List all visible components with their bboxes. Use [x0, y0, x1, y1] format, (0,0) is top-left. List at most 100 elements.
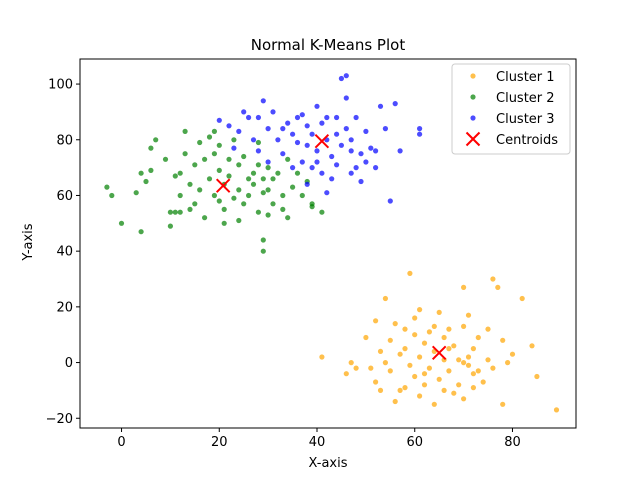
data-point: [451, 343, 457, 349]
data-point: [236, 217, 242, 224]
data-point: [309, 165, 315, 171]
data-point: [299, 159, 305, 165]
data-point: [197, 139, 203, 146]
data-point: [211, 151, 217, 157]
y-axis: −20 0 20 40 60 80 100: [46, 78, 80, 427]
data-point: [319, 354, 325, 360]
data-point: [294, 139, 301, 146]
y-tick-label: 20: [56, 300, 73, 315]
data-point: [280, 192, 286, 199]
data-point: [373, 318, 379, 324]
data-point: [334, 114, 340, 121]
data-point: [202, 215, 208, 221]
data-point: [436, 309, 442, 315]
data-point: [519, 295, 525, 302]
data-point: [255, 114, 261, 121]
data-point: [153, 137, 159, 143]
data-point: [353, 365, 359, 371]
data-point: [304, 123, 310, 129]
centroid-stroke: [431, 345, 447, 361]
data-point: [197, 187, 203, 193]
data-point: [417, 354, 423, 360]
x-tick-label: 60: [406, 435, 423, 450]
legend-item: Cluster 1: [470, 70, 555, 85]
data-point: [373, 165, 379, 171]
data-point: [314, 148, 320, 154]
legend-label: Centroids: [496, 133, 558, 148]
centroid-marker: [314, 133, 330, 149]
data-point: [392, 321, 398, 327]
data-point: [280, 126, 286, 132]
data-point: [187, 206, 193, 212]
data-point: [309, 131, 315, 137]
data-point: [397, 148, 403, 154]
data-point: [221, 206, 227, 212]
data-point: [206, 134, 213, 140]
y-axis-label: Y-axis: [21, 223, 36, 261]
data-point: [417, 393, 423, 399]
data-point: [373, 148, 379, 154]
data-point: [431, 401, 437, 407]
data-point: [490, 365, 496, 371]
data-point: [397, 387, 403, 393]
data-point: [109, 192, 115, 199]
legend: Cluster 1 Cluster 2 Cluster 3 Centroids: [451, 63, 571, 155]
data-point: [412, 315, 418, 321]
data-point: [417, 126, 423, 132]
data-point: [441, 387, 447, 393]
legend-label: Cluster 2: [496, 91, 555, 106]
data-point: [206, 176, 213, 182]
chart-title: Normal K-Means Plot: [251, 36, 406, 54]
data-point: [241, 153, 247, 160]
data-point: [338, 75, 344, 82]
data-point: [250, 137, 257, 143]
data-point: [314, 159, 320, 165]
data-point: [255, 148, 261, 154]
data-point: [470, 385, 476, 391]
data-point: [402, 346, 408, 352]
centroid-marker: [215, 178, 231, 193]
data-point: [270, 109, 276, 115]
data-point: [280, 151, 286, 157]
data-point: [368, 145, 374, 151]
data-point: [353, 165, 359, 171]
data-point: [255, 162, 261, 168]
data-point: [348, 148, 354, 154]
data-point: [246, 114, 252, 121]
centroids: [215, 133, 447, 361]
data-point: [236, 128, 242, 134]
legend-item: Cluster 3: [470, 112, 555, 127]
data-point: [343, 126, 349, 132]
data-point: [397, 351, 403, 357]
data-point: [211, 128, 217, 134]
data-point: [270, 176, 276, 182]
legend-box: [451, 63, 571, 155]
data-point: [260, 248, 266, 254]
data-point: [329, 153, 335, 160]
data-point: [348, 170, 354, 176]
data-point: [192, 201, 198, 207]
data-point: [241, 201, 247, 207]
data-point: [363, 128, 369, 134]
series-1: [319, 270, 560, 413]
data-point: [475, 334, 481, 341]
data-point: [172, 209, 178, 215]
data-point: [118, 220, 125, 226]
y-tick-label: 60: [56, 189, 73, 204]
data-point: [265, 187, 271, 193]
legend-label: Cluster 1: [496, 70, 555, 85]
data-point: [382, 126, 388, 132]
data-point: [426, 365, 432, 371]
data-point: [182, 151, 188, 157]
data-point: [202, 156, 208, 162]
data-point: [260, 237, 266, 243]
data-point: [500, 401, 506, 407]
data-point: [461, 396, 467, 402]
data-point: [299, 192, 305, 199]
data-point: [246, 176, 252, 182]
data-point: [177, 209, 183, 215]
data-point: [231, 195, 237, 201]
data-point: [250, 170, 257, 176]
data-point: [290, 131, 296, 137]
data-point: [402, 326, 408, 332]
